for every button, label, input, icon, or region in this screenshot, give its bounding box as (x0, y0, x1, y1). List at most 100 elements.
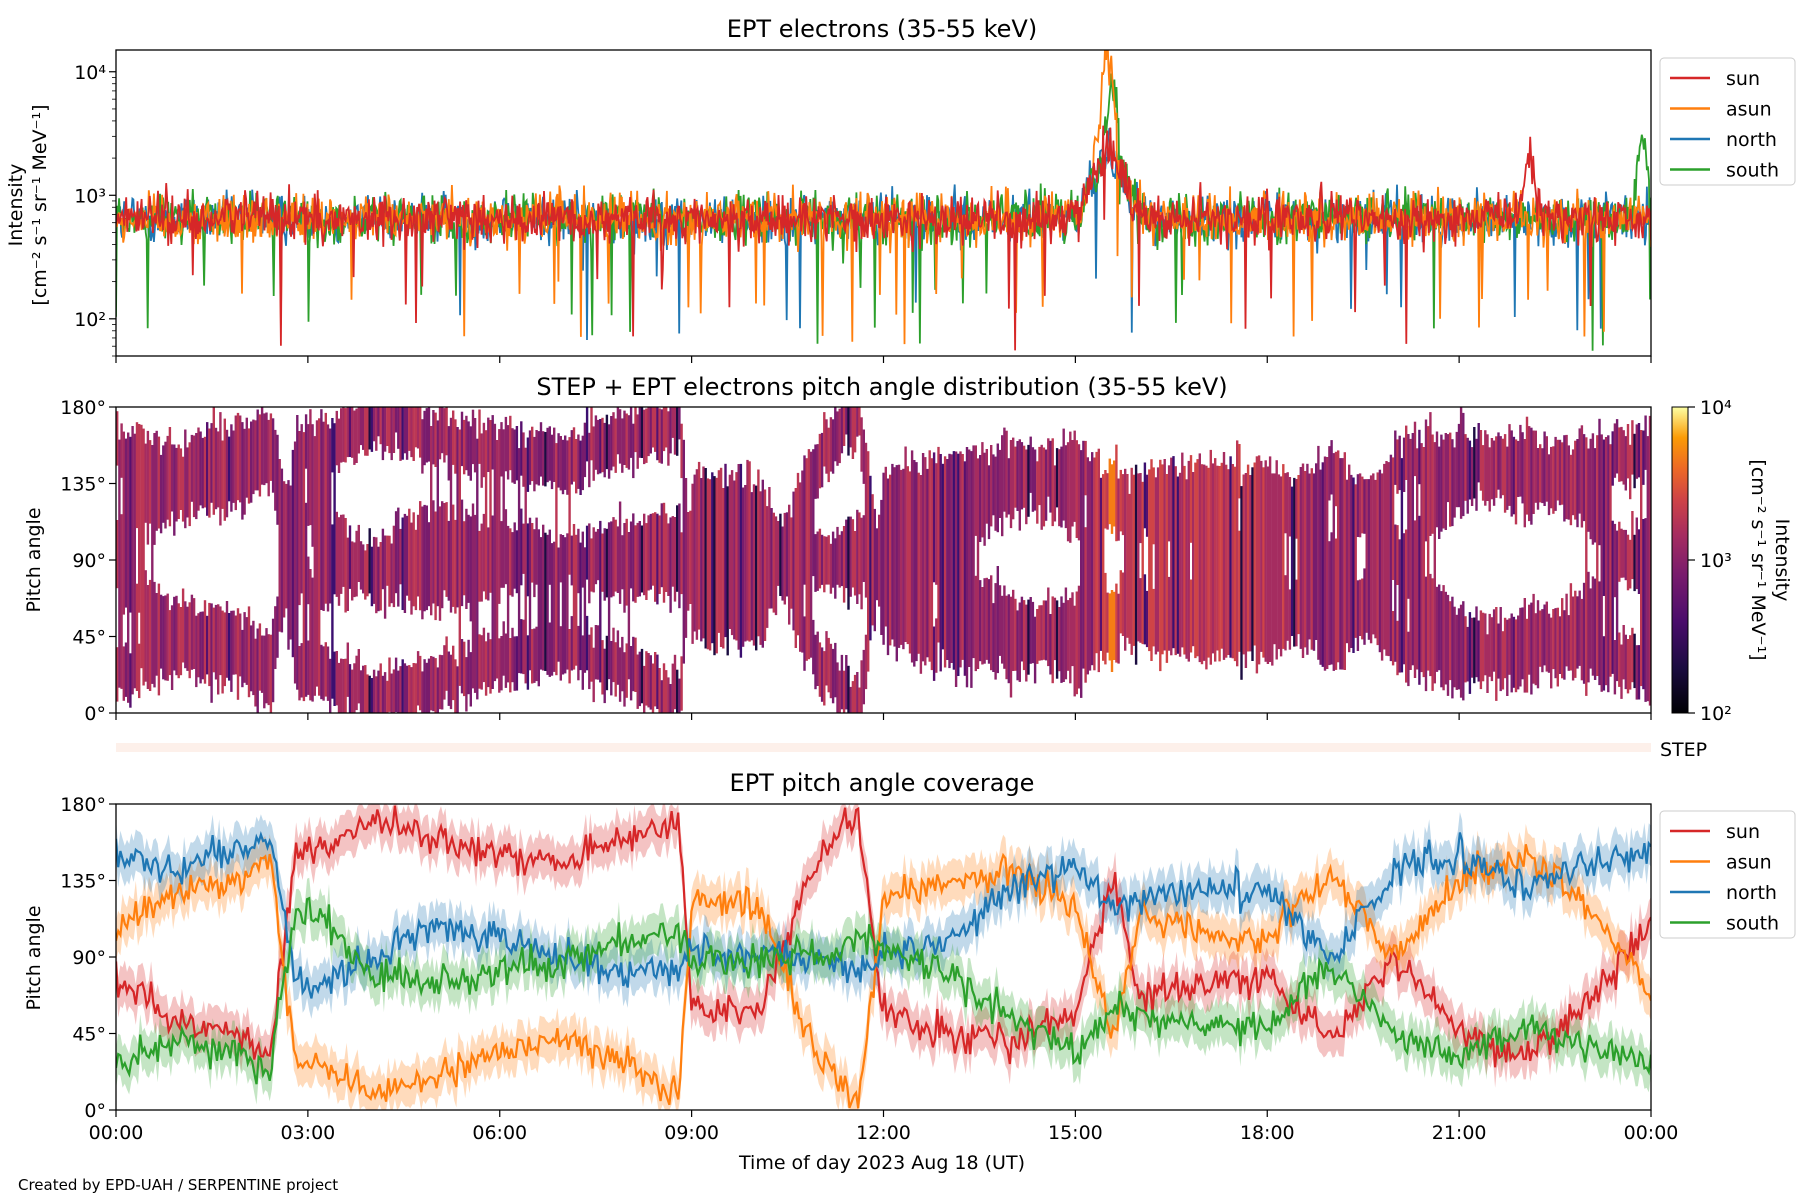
heatmap-cell (1539, 610, 1542, 667)
heatmap-cell (561, 535, 565, 675)
heatmap-cell (124, 642, 128, 697)
heatmap-cell (1326, 457, 1329, 669)
heatmap-cell (818, 433, 822, 489)
heatmap-cell (362, 407, 365, 450)
heatmap-cell (1264, 460, 1267, 662)
heatmap-cell (482, 513, 486, 592)
heatmap-cell (408, 407, 411, 451)
heatmap-cell (307, 640, 310, 695)
heatmap-cell (612, 517, 615, 597)
heatmap-cell (1236, 440, 1239, 667)
heatmap-cell (880, 499, 883, 635)
heatmap-cell (616, 407, 620, 455)
heatmap-cell (840, 531, 844, 587)
heatmap-cell (1598, 418, 1601, 546)
heatmap-cell (243, 612, 246, 683)
heatmap-cell (840, 407, 844, 454)
heatmap-cell (326, 646, 330, 701)
heatmap-cell (155, 593, 158, 676)
panel3-title: EPT pitch angle coverage (730, 769, 1035, 797)
heatmap-cell (239, 613, 242, 677)
heatmap-cell (403, 663, 407, 713)
heatmap-cell (994, 456, 997, 531)
heatmap-cell (1607, 435, 1610, 693)
heatmap-cell (307, 424, 310, 526)
heatmap-cell (803, 616, 806, 671)
heatmap-cell (206, 615, 209, 675)
colorbar-tick-label: 10³ (1700, 550, 1732, 572)
heatmap-cell (221, 610, 224, 694)
heatmap-cell (353, 663, 356, 713)
heatmap-cell (820, 432, 824, 488)
heatmap-cell (667, 677, 670, 713)
heatmap-cell (368, 407, 371, 450)
panel2-yaxis: 0° 45° 90° 135° 180° (60, 397, 116, 725)
heatmap-cell (941, 463, 945, 650)
heatmap-cell (1488, 613, 1491, 677)
heatmap-cell (348, 664, 352, 713)
heatmap-cell (381, 407, 385, 461)
heatmap-cell (478, 530, 481, 602)
heatmap-cell (1424, 419, 1428, 542)
panel3-ylabel: Pitch angle (23, 905, 45, 1010)
heatmap-cell (809, 451, 813, 658)
heatmap-cell (291, 449, 295, 658)
heatmap-cell (1027, 444, 1030, 517)
heatmap-cell (1038, 605, 1041, 661)
heatmap-cell (531, 523, 534, 583)
heatmap-cell (1167, 576, 1171, 651)
heatmap-cell (1372, 473, 1375, 635)
heatmap-cell (535, 430, 538, 485)
heatmap-cell (366, 544, 369, 597)
heatmap-cell (1457, 423, 1461, 508)
heatmap-cell (691, 483, 694, 644)
heatmap-cell (816, 531, 819, 591)
heatmap-cell (981, 442, 984, 538)
heatmap-cell (1523, 598, 1526, 693)
heatmap-cell (825, 536, 828, 585)
heatmap-cell (326, 424, 330, 612)
heatmap-cell (346, 642, 349, 697)
heatmap-cell (583, 547, 587, 673)
heatmap-cell (1066, 600, 1070, 671)
heatmap-cell (684, 478, 688, 638)
x-tick-label: 21:00 (1432, 1122, 1487, 1144)
heatmap-cell (654, 652, 657, 707)
heatmap-cell (309, 569, 312, 701)
heatmap-cell (1464, 616, 1467, 683)
heatmap-cell (610, 416, 613, 471)
heatmap-cell (812, 449, 815, 577)
heatmap-cell (1446, 594, 1450, 696)
heatmap-cell (849, 686, 852, 713)
heatmap-cell (482, 627, 486, 683)
heatmap-cell (1407, 631, 1410, 687)
heatmap-cell (915, 462, 918, 662)
panel2-heatmap (116, 407, 1651, 713)
heatmap-cell (651, 663, 655, 713)
heatmap-cell (669, 684, 672, 713)
heatmap-cell (695, 469, 699, 640)
heatmap-cell (1288, 477, 1292, 537)
heatmap-cell (513, 636, 516, 691)
heatmap-cell (206, 422, 209, 516)
heatmap-cell (803, 455, 806, 585)
heatmap-cell (1521, 607, 1524, 680)
heatmap-cell (1512, 616, 1516, 688)
heatmap-cell (763, 489, 767, 641)
heatmap-cell (201, 611, 204, 680)
heatmap-cell (1095, 451, 1098, 654)
heatmap-cell (853, 674, 857, 713)
heatmap-cell (592, 426, 595, 481)
heatmap-cell (381, 528, 385, 590)
heatmap-cell (1251, 467, 1254, 661)
heatmap-cell (818, 528, 822, 589)
heatmap-cell (234, 615, 237, 675)
heatmap-cell (1554, 436, 1557, 511)
heatmap-cell (346, 407, 349, 458)
heatmap-cell (177, 603, 180, 679)
heatmap-cell (946, 459, 949, 660)
heatmap-cell (1108, 593, 1111, 661)
heatmap-cell (228, 613, 231, 681)
heatmap-cell (1040, 444, 1043, 530)
heatmap-cell (1554, 608, 1557, 679)
